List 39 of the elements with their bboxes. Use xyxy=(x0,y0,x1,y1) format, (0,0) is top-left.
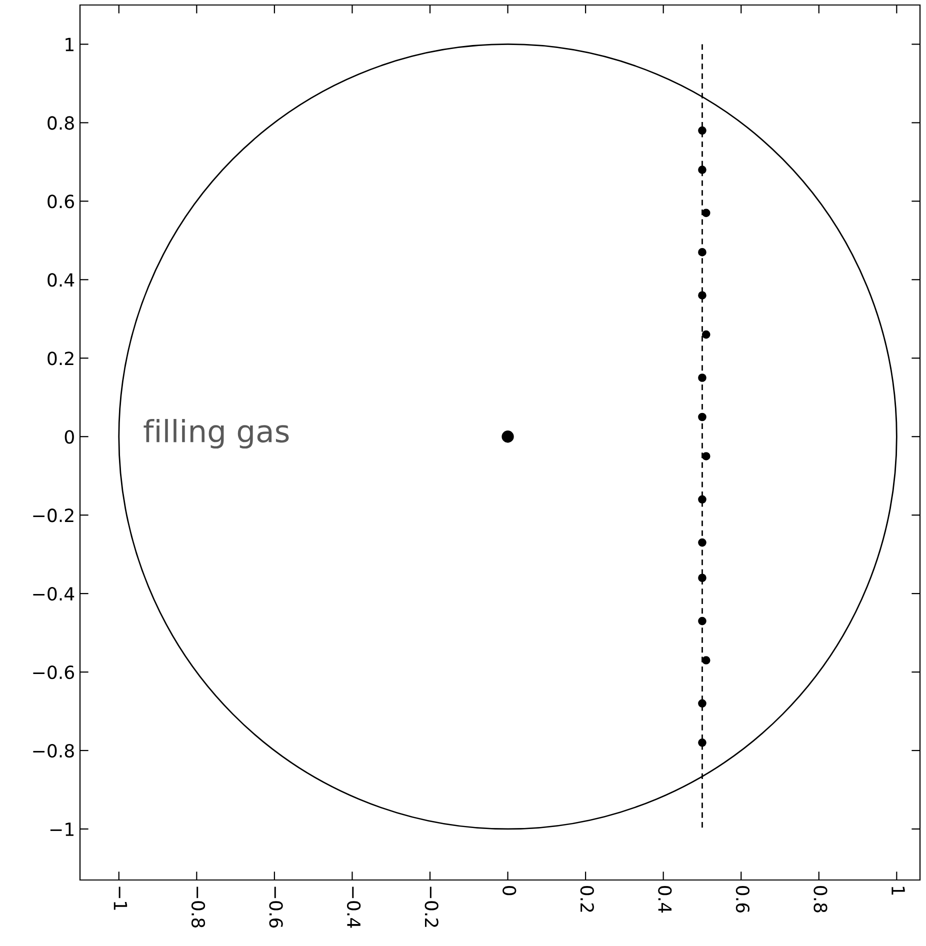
point xyxy=(698,412,706,422)
point xyxy=(698,374,706,382)
point xyxy=(702,208,710,218)
y-tick-label: −1 xyxy=(50,822,74,836)
y-tick-label: 0.4 xyxy=(48,273,74,287)
y-tick-label: 0.6 xyxy=(48,194,74,208)
point xyxy=(698,699,706,708)
y-tick-label: −0.8 xyxy=(33,744,74,758)
x-tick-label: −0.2 xyxy=(424,886,438,927)
point xyxy=(698,538,706,547)
point xyxy=(698,291,706,300)
point xyxy=(698,616,706,626)
point xyxy=(698,126,706,135)
point xyxy=(698,166,706,174)
annotation: filling gas xyxy=(144,418,289,449)
x-tick-label: 0 xyxy=(502,886,516,896)
y-tick-label: 0.2 xyxy=(48,352,74,366)
x-tick-label: −1 xyxy=(114,886,128,910)
x-tick-label: −0.4 xyxy=(346,886,361,928)
point xyxy=(698,495,706,504)
point xyxy=(698,574,706,582)
y-tick-label: −0.2 xyxy=(33,508,74,522)
y-tick-label: 1 xyxy=(66,38,74,52)
x-tick-label: 0.4 xyxy=(658,886,672,913)
point xyxy=(698,738,706,747)
point xyxy=(702,330,710,339)
x-tick-label: −0.8 xyxy=(191,886,206,928)
y-tick-label: 0 xyxy=(64,430,74,444)
point xyxy=(698,248,706,256)
y-tick-label: −0.6 xyxy=(33,666,74,680)
point xyxy=(702,656,710,664)
y-tick-label: −0.4 xyxy=(33,587,74,601)
x-tick-label: 0.2 xyxy=(580,886,594,912)
point xyxy=(702,452,710,460)
x-tick-label: −0.6 xyxy=(269,886,283,928)
x-tick-label: 0.8 xyxy=(814,886,828,912)
x-tick-label: 1 xyxy=(892,886,905,895)
x-tick-label: 0.6 xyxy=(736,886,750,912)
y-tick-label: 0.8 xyxy=(48,116,74,130)
